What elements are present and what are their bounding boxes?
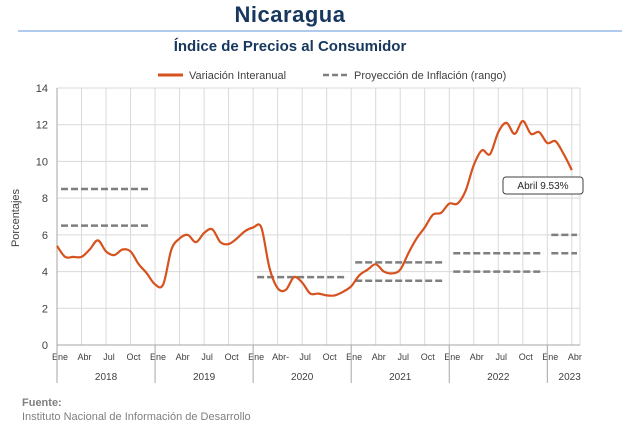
year-label: 2021: [389, 372, 412, 383]
x-tick-label: Jul: [496, 352, 508, 362]
legend-label-variacion: Variación Interanual: [189, 70, 286, 82]
x-tick-label: Ene: [542, 352, 558, 362]
legend-label-proyeccion: Proyección de Inflación (rango): [354, 70, 506, 82]
x-tick-label: Ene: [150, 352, 166, 362]
series-variacion: [56, 119, 573, 297]
x-tick-label: Abr: [568, 352, 582, 362]
x-tick-label: Oct: [127, 352, 142, 362]
x-tick-label: Abr-: [272, 352, 289, 362]
x-tick-label: Oct: [225, 352, 240, 362]
cpi-line-chart: Variación Interanual Proyección de Infla…: [10, 70, 584, 383]
year-label: 2019: [193, 372, 216, 383]
y-tick-label: 10: [36, 156, 48, 168]
annotation-label: Abril 9.53%: [517, 181, 568, 192]
x-tick-label: Jul: [397, 352, 409, 362]
page-title: Nicaragua: [234, 2, 346, 27]
chart-grid: [56, 87, 581, 346]
x-tick-label: Jul: [201, 352, 213, 362]
y-axis: 0 2 4 6 8 10 12 14: [36, 83, 58, 352]
year-label: 2020: [291, 372, 314, 383]
year-label: 2023: [559, 372, 582, 383]
x-tick-label: Abr: [372, 352, 386, 362]
y-tick-label: 14: [36, 83, 48, 95]
x-tick-label: Ene: [444, 352, 460, 362]
title-divider: [18, 30, 622, 32]
x-tick-label: Ene: [52, 352, 68, 362]
x-tick-label: Abr: [78, 352, 92, 362]
source-text: Instituto Nacional de Información de Des…: [22, 411, 251, 423]
y-axis-label: Porcentajes: [10, 188, 22, 247]
x-tick-label: Jul: [299, 352, 311, 362]
y-tick-label: 6: [42, 230, 48, 242]
chart-subtitle: Índice de Precios al Consumidor: [173, 38, 407, 55]
y-tick-label: 4: [42, 267, 48, 279]
year-label: 2018: [95, 372, 118, 383]
x-axis: Ene Abr Jul Oct Ene Abr Jul Oct Ene Abr- Jul Oct Ene…: [52, 344, 582, 383]
x-tick-label: Oct: [519, 352, 534, 362]
x-tick-label: Ene: [346, 352, 362, 362]
x-tick-label: Jul: [103, 352, 115, 362]
y-tick-label: 12: [36, 120, 48, 132]
x-tick-label: Ene: [248, 352, 264, 362]
x-tick-label: Oct: [323, 352, 338, 362]
annotation: Abril 9.53%: [502, 176, 584, 195]
y-tick-label: 2: [42, 303, 48, 315]
chart-legend: Variación Interanual Proyección de Infla…: [158, 70, 506, 82]
year-label: 2022: [487, 372, 510, 383]
series-line-variacion: [56, 119, 573, 297]
y-tick-label: 8: [42, 193, 48, 205]
y-tick-label: 0: [42, 340, 48, 352]
annotation-box: [502, 176, 584, 195]
x-tick-label: Abr: [470, 352, 484, 362]
x-tick-label: Oct: [421, 352, 436, 362]
source-label: Fuente:: [22, 397, 62, 409]
x-tick-label: Abr: [176, 352, 190, 362]
